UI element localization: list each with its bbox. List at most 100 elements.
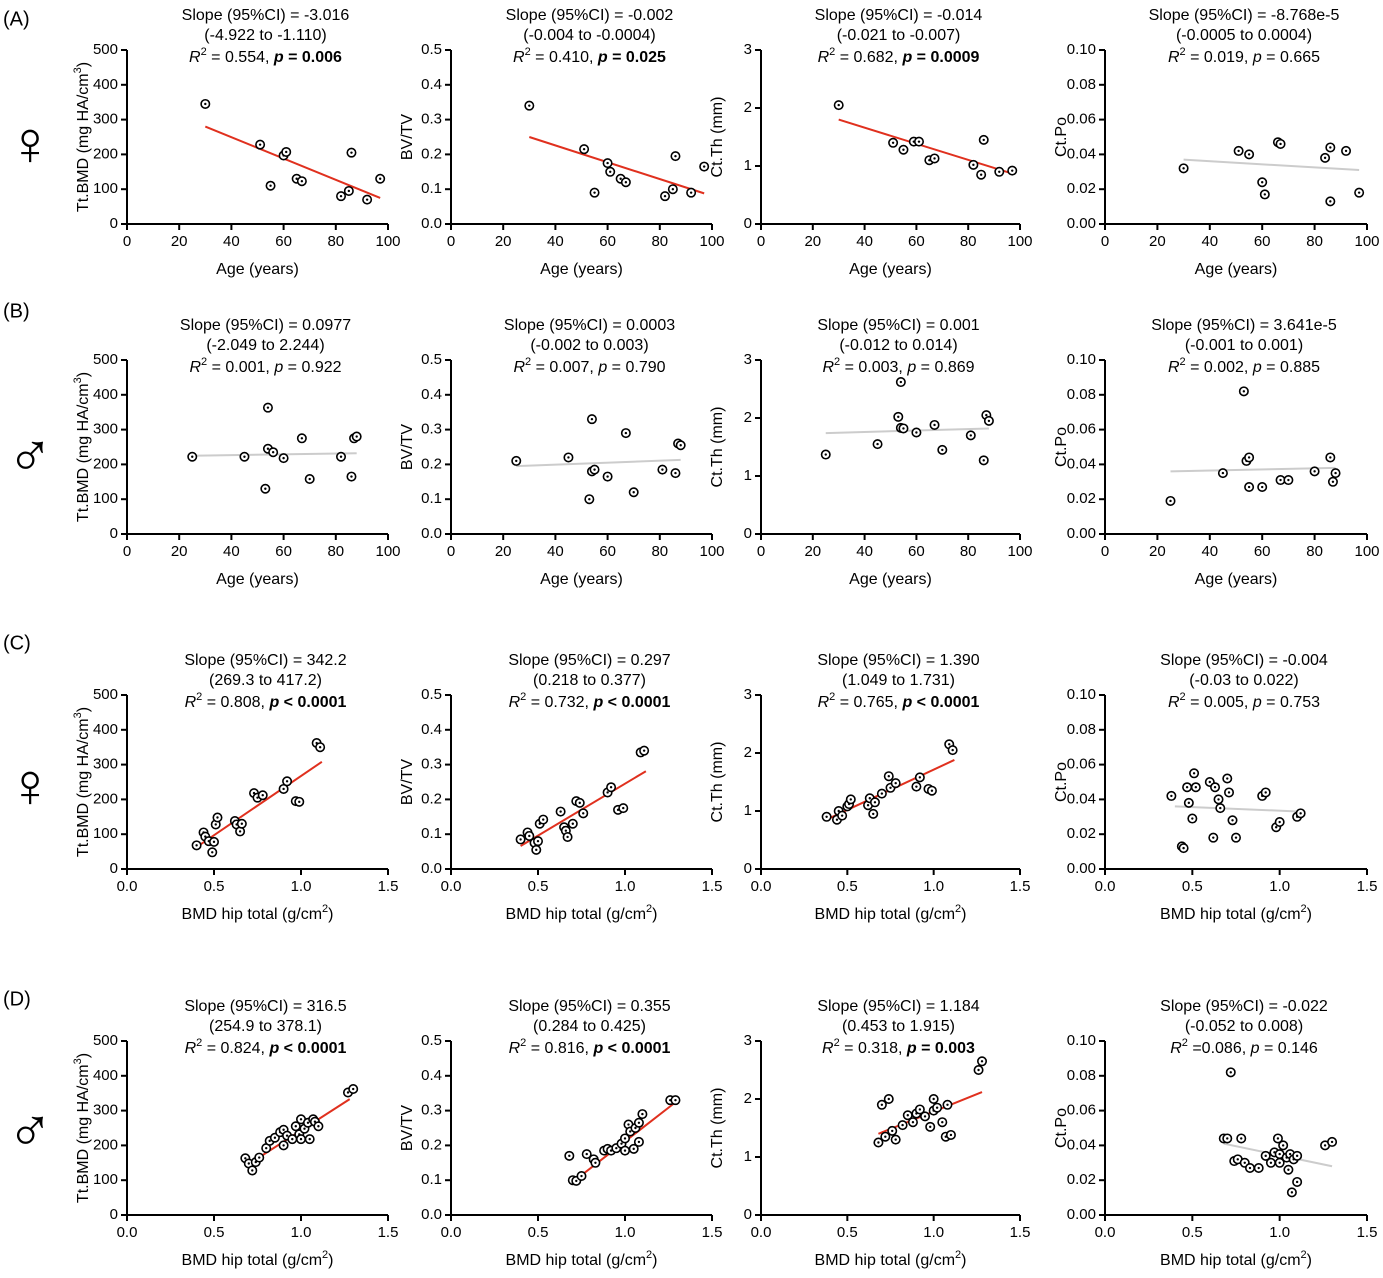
- point-center: [606, 475, 609, 478]
- data-point: [942, 1099, 953, 1110]
- data-point: [1320, 152, 1331, 163]
- data-point: [191, 840, 202, 851]
- y-tick-label: 0.4: [421, 386, 442, 403]
- stats-ci: (-0.052 to 0.008): [1185, 1018, 1303, 1035]
- y-tick-label: 0.10: [1067, 686, 1096, 703]
- data-point: [1227, 815, 1238, 826]
- stats-slope: Slope (95%CI) = 0.0977: [180, 317, 351, 334]
- point-center: [889, 786, 892, 789]
- point-center: [559, 810, 562, 813]
- point-center: [318, 746, 322, 749]
- data-point: [261, 1143, 272, 1154]
- data-point: [888, 137, 899, 148]
- female-symbol-icon: ♀: [7, 109, 54, 178]
- stats-slope: Slope (95%CI) = 3.641e-5: [1151, 317, 1337, 334]
- x-tick-label: 0: [757, 543, 765, 560]
- stats-slope: Slope (95%CI) = -8.768e-5: [1149, 7, 1340, 24]
- point-center: [1194, 786, 1198, 789]
- data-point: [1330, 468, 1341, 479]
- y-axis-label: Ct.Po: [1053, 427, 1070, 467]
- point-center: [350, 151, 353, 154]
- regression-line: [838, 118, 1013, 175]
- y-axis-label: BV/TV: [399, 114, 416, 161]
- y-tick-label: 0.0: [421, 525, 442, 542]
- point-center: [580, 1174, 583, 1178]
- data-point: [898, 423, 909, 434]
- data-point: [876, 1099, 887, 1110]
- data-point: [660, 191, 671, 202]
- x-axis-label: BMD hip total (g/cm2): [182, 1249, 334, 1269]
- data-point: [343, 185, 354, 196]
- point-center: [606, 791, 609, 794]
- x-axis-label: Age (years): [849, 261, 932, 278]
- data-point: [1208, 832, 1219, 843]
- point-center: [906, 1114, 909, 1117]
- data-point: [670, 1095, 681, 1106]
- stats-slope: Slope (95%CI) = 0.355: [508, 998, 670, 1015]
- chart-panel-a-4: 0.00 0.02 0.04 0.06 0.08 0.10 0 20 40 60 80 100 Age …: [1053, 7, 1379, 278]
- data-point: [880, 1131, 891, 1142]
- data-point: [1166, 790, 1177, 801]
- x-axis-label: Age (years): [216, 571, 299, 588]
- point-center: [251, 1169, 254, 1172]
- x-tick-label: 1.0: [1269, 878, 1290, 895]
- data-point: [209, 836, 220, 847]
- data-point: [1260, 1150, 1271, 1161]
- point-center: [1248, 1166, 1252, 1170]
- x-tick-label: 100: [699, 543, 724, 560]
- x-tick-label: 0.0: [441, 1224, 462, 1241]
- point-center: [282, 1128, 285, 1131]
- x-tick-label: 0.5: [528, 1224, 549, 1241]
- point-center: [519, 838, 522, 841]
- point-center: [282, 1144, 285, 1147]
- point-center: [1269, 1161, 1273, 1165]
- point-center: [1330, 1140, 1334, 1144]
- data-point: [563, 452, 574, 463]
- data-point: [294, 796, 305, 807]
- point-center: [352, 1087, 355, 1091]
- x-tick-label: 0: [447, 233, 455, 250]
- x-tick-label: 80: [651, 233, 668, 250]
- data-point: [290, 1121, 301, 1132]
- point-center: [880, 792, 884, 795]
- point-center: [679, 444, 682, 447]
- data-point: [515, 834, 526, 845]
- point-center: [378, 177, 382, 180]
- x-tick-label: 100: [1007, 233, 1032, 250]
- x-axis-label: BMD hip total (g/cm2): [1160, 1249, 1312, 1269]
- x-tick-label: 1.0: [291, 1224, 312, 1241]
- point-center: [866, 804, 870, 807]
- data-point: [1283, 1164, 1294, 1175]
- x-tick-label: 80: [960, 233, 977, 250]
- point-center: [515, 459, 518, 463]
- point-center: [1236, 1158, 1239, 1161]
- data-point: [1325, 142, 1336, 153]
- data-point: [1178, 843, 1189, 854]
- y-axis-label: Tt.BMD (mg HA/cm3): [72, 372, 92, 522]
- stats-r2-p: R2 = 0.001, p = 0.922: [189, 356, 341, 376]
- y-axis-label: Ct.Po: [1053, 1108, 1070, 1148]
- x-tick-label: 80: [651, 543, 668, 560]
- x-tick-label: 100: [699, 233, 724, 250]
- point-center: [876, 442, 879, 446]
- y-tick-label: 0: [744, 215, 752, 232]
- point-center: [872, 812, 875, 816]
- data-point: [262, 402, 273, 413]
- point-center: [1242, 390, 1246, 393]
- data-point: [978, 134, 989, 145]
- y-tick-label: 400: [93, 386, 118, 403]
- x-tick-label: 20: [171, 543, 188, 560]
- data-point: [602, 158, 613, 169]
- y-tick-label: 0: [110, 860, 118, 877]
- point-center: [285, 150, 288, 154]
- y-tick-label: 2: [744, 99, 752, 116]
- x-tick-label: 60: [1254, 233, 1271, 250]
- point-center: [247, 1162, 250, 1165]
- point-center: [1287, 478, 1290, 482]
- data-point: [239, 451, 250, 462]
- data-point: [567, 818, 578, 829]
- stats-slope: Slope (95%CI) = 342.2: [184, 652, 346, 669]
- point-center: [1247, 456, 1251, 459]
- y-tick-label: 3: [744, 351, 752, 368]
